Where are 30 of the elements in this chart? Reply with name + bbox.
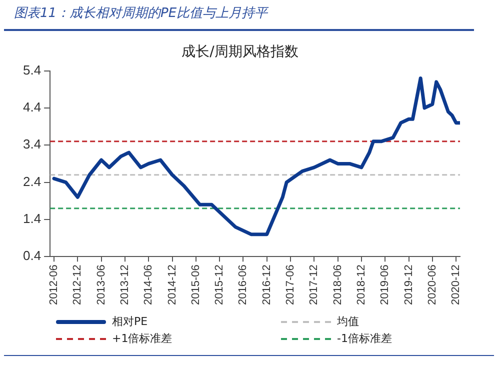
x-tick-label: 2015-06	[190, 264, 202, 306]
x-tick-label: 2016-12	[260, 264, 273, 306]
y-tick-label: 2.4	[22, 174, 42, 189]
x-tick-label: 2019-06	[379, 264, 392, 306]
y-tick-label: 3.4	[22, 136, 42, 152]
legend-label: 均值	[337, 314, 359, 329]
legend-label: +1倍标准差	[112, 331, 172, 346]
x-tick-label: 2018-12	[355, 264, 368, 306]
x-tick-label: 2019-12	[402, 264, 415, 306]
chart-subtitle: 成长/周期风格指数	[182, 44, 298, 60]
x-tick-label: 2015-12	[214, 264, 226, 306]
y-tick-label: 1.4	[22, 211, 42, 226]
x-tick-label: 2017-12	[308, 264, 320, 306]
x-tick-label: 2013-12	[118, 264, 131, 306]
x-tick-label: 2014-06	[142, 264, 155, 306]
y-tick-label: 5.4	[22, 62, 42, 78]
y-tick-label: 0.4	[22, 248, 42, 264]
x-tick-label: 2012-06	[48, 264, 60, 306]
x-tick-label: 2018-06	[332, 264, 344, 306]
x-tick-label: 2012-12	[72, 264, 84, 306]
legend-label: -1倍标准差	[337, 331, 392, 346]
x-tick-label: 2017-06	[284, 264, 297, 306]
legend-label: 相对PE	[112, 314, 148, 329]
x-tick-label: 2014-12	[166, 264, 178, 306]
x-tick-label: 2020-12	[450, 264, 462, 306]
x-tick-label: 2013-06	[95, 264, 108, 306]
x-tick-label: 2016-06	[237, 264, 250, 306]
y-tick-label: 4.4	[22, 100, 42, 115]
chart-title: 图表11：成长相对周期的PE比值与上月持平	[14, 5, 268, 22]
x-tick-label: 2020-06	[426, 264, 438, 306]
